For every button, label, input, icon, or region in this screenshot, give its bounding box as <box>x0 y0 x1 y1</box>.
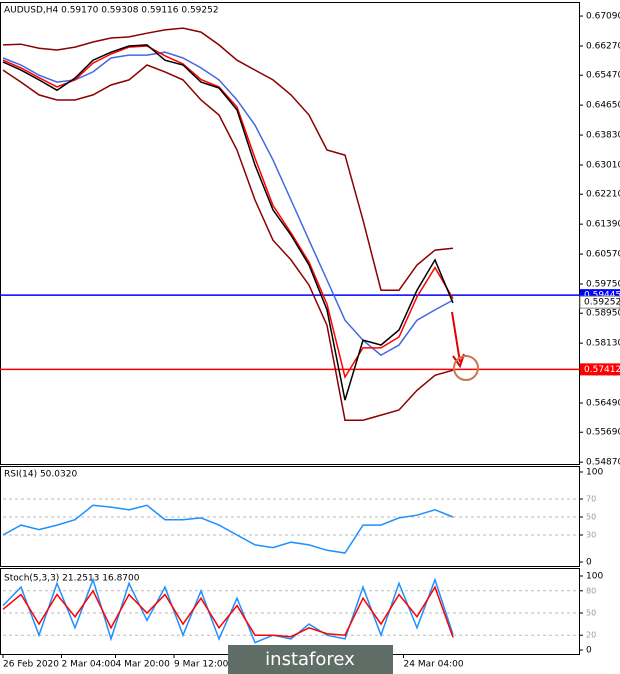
x-tick-label: 2 Mar 04:00 <box>62 660 117 670</box>
y-tick-label: 0.54870 <box>586 458 620 468</box>
frames <box>0 2 580 655</box>
y-tick-label: 0.63830 <box>586 131 620 141</box>
y-tick-label: 0.58130 <box>586 339 620 349</box>
y-tick-label: 0.66270 <box>586 41 620 51</box>
x-tick-label: 4 Mar 20:00 <box>116 660 171 670</box>
level-label: 50 <box>586 513 596 522</box>
level-tag-label: 0.59445 <box>584 291 620 301</box>
y-tick-label: 0.56490 <box>586 399 620 409</box>
arrow-shaft <box>451 311 461 363</box>
y-tick-label: 0.58950 <box>586 309 620 319</box>
level-label: 50 <box>586 609 596 618</box>
last-price-tag <box>579 295 620 309</box>
x-tick-label: 24 Mar 04:00 <box>404 660 464 670</box>
y-tick-label: 0.60570 <box>586 250 620 260</box>
main-frame <box>0 2 580 465</box>
series-line <box>2 51 454 357</box>
series-line <box>2 45 454 380</box>
annotation <box>451 311 479 381</box>
target-circle <box>453 355 479 381</box>
y-tick-label: 100 <box>586 468 603 478</box>
series-line <box>2 44 454 401</box>
level-tag <box>580 363 620 376</box>
watermark-box <box>228 645 393 674</box>
y-tick-label: 100 <box>586 572 603 582</box>
level-label: 20 <box>586 631 596 640</box>
level-label: 70 <box>586 495 596 504</box>
rsi-frame <box>0 466 580 567</box>
series-line <box>2 27 454 291</box>
y-tick-label: 0.63010 <box>586 161 620 171</box>
series-line <box>2 585 454 638</box>
y-tick-label: 0.61390 <box>586 220 620 230</box>
panel-title: AUDUSD,H4 0.59170 0.59308 0.59116 0.5925… <box>4 6 219 16</box>
panel-title: Stoch(5,3,3) 21.2513 16.8700 <box>4 574 140 584</box>
arrow-head <box>452 353 465 369</box>
x-tick-label: 26 Feb 2020 <box>3 660 59 670</box>
level-label: 80 <box>586 586 596 595</box>
series-line <box>2 577 454 644</box>
x-tick-label: 9 Mar 12:00 <box>174 660 229 670</box>
y-tick-label: 0 <box>586 646 592 656</box>
y-tick-label: 0.64650 <box>586 101 620 111</box>
y-tick-label: 0.67090 <box>586 12 620 22</box>
watermark: instaforex <box>265 649 355 670</box>
y-tick-label: 0.55690 <box>586 428 620 438</box>
level-label: 30 <box>586 531 596 540</box>
level-tag-label: 0.57412 <box>584 365 620 375</box>
series-line <box>2 504 454 554</box>
y-tick-label: 0.59750 <box>586 280 620 290</box>
panel-title: RSI(14) 50.0320 <box>4 470 77 480</box>
y-tick-label: 0.62210 <box>586 190 620 200</box>
y-tick-label: 0.65470 <box>586 71 620 81</box>
plot-layer: AUDUSD,H4 0.59170 0.59308 0.59116 0.5925… <box>0 6 620 670</box>
series-line <box>2 64 454 421</box>
y-tick-label: 0 <box>586 558 592 568</box>
last-price-label: 0.59252 <box>584 298 620 308</box>
